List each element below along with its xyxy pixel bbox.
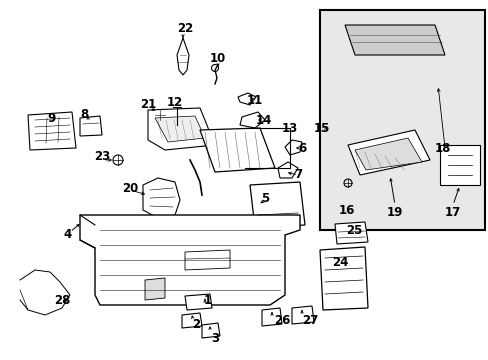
Polygon shape xyxy=(319,247,367,310)
Polygon shape xyxy=(177,38,189,75)
Bar xyxy=(319,10,484,230)
Text: 28: 28 xyxy=(54,293,70,306)
Text: 15: 15 xyxy=(313,122,329,135)
Polygon shape xyxy=(347,130,429,175)
Text: 16: 16 xyxy=(338,203,354,216)
Text: 12: 12 xyxy=(166,96,183,109)
Text: 18: 18 xyxy=(434,141,450,154)
Polygon shape xyxy=(285,140,302,155)
Text: 27: 27 xyxy=(301,314,318,327)
Text: 7: 7 xyxy=(293,168,302,181)
Text: 13: 13 xyxy=(281,122,298,135)
Text: 26: 26 xyxy=(273,314,289,327)
Text: 1: 1 xyxy=(203,293,212,306)
Text: 17: 17 xyxy=(444,206,460,219)
Polygon shape xyxy=(240,112,264,128)
Text: 20: 20 xyxy=(122,181,138,194)
Text: 8: 8 xyxy=(80,108,88,122)
Polygon shape xyxy=(80,215,299,305)
Polygon shape xyxy=(200,128,274,172)
Text: 2: 2 xyxy=(192,319,200,332)
Text: 10: 10 xyxy=(209,51,225,64)
Polygon shape xyxy=(145,278,164,300)
Polygon shape xyxy=(345,25,444,55)
Text: 14: 14 xyxy=(255,113,272,126)
Text: 25: 25 xyxy=(345,224,362,237)
Text: 23: 23 xyxy=(94,150,110,163)
Text: 24: 24 xyxy=(331,256,347,269)
Text: 5: 5 xyxy=(260,192,268,204)
Text: 9: 9 xyxy=(48,112,56,125)
Polygon shape xyxy=(155,116,204,142)
Polygon shape xyxy=(354,138,421,170)
Polygon shape xyxy=(439,145,479,185)
Text: 11: 11 xyxy=(246,94,263,107)
Polygon shape xyxy=(80,116,102,136)
Text: 21: 21 xyxy=(140,99,156,112)
Text: 4: 4 xyxy=(64,229,72,242)
Text: 6: 6 xyxy=(297,141,305,154)
Polygon shape xyxy=(278,162,297,178)
Polygon shape xyxy=(142,178,180,218)
Polygon shape xyxy=(28,112,76,150)
Polygon shape xyxy=(238,93,256,105)
Text: 3: 3 xyxy=(210,332,219,345)
Text: 19: 19 xyxy=(386,206,403,219)
Polygon shape xyxy=(182,313,202,328)
Polygon shape xyxy=(202,323,220,338)
Polygon shape xyxy=(184,250,229,270)
Text: 22: 22 xyxy=(177,22,193,35)
Polygon shape xyxy=(291,306,313,324)
Polygon shape xyxy=(184,294,212,310)
Polygon shape xyxy=(262,308,282,326)
Polygon shape xyxy=(148,108,215,150)
Polygon shape xyxy=(249,182,305,228)
Polygon shape xyxy=(334,222,367,244)
